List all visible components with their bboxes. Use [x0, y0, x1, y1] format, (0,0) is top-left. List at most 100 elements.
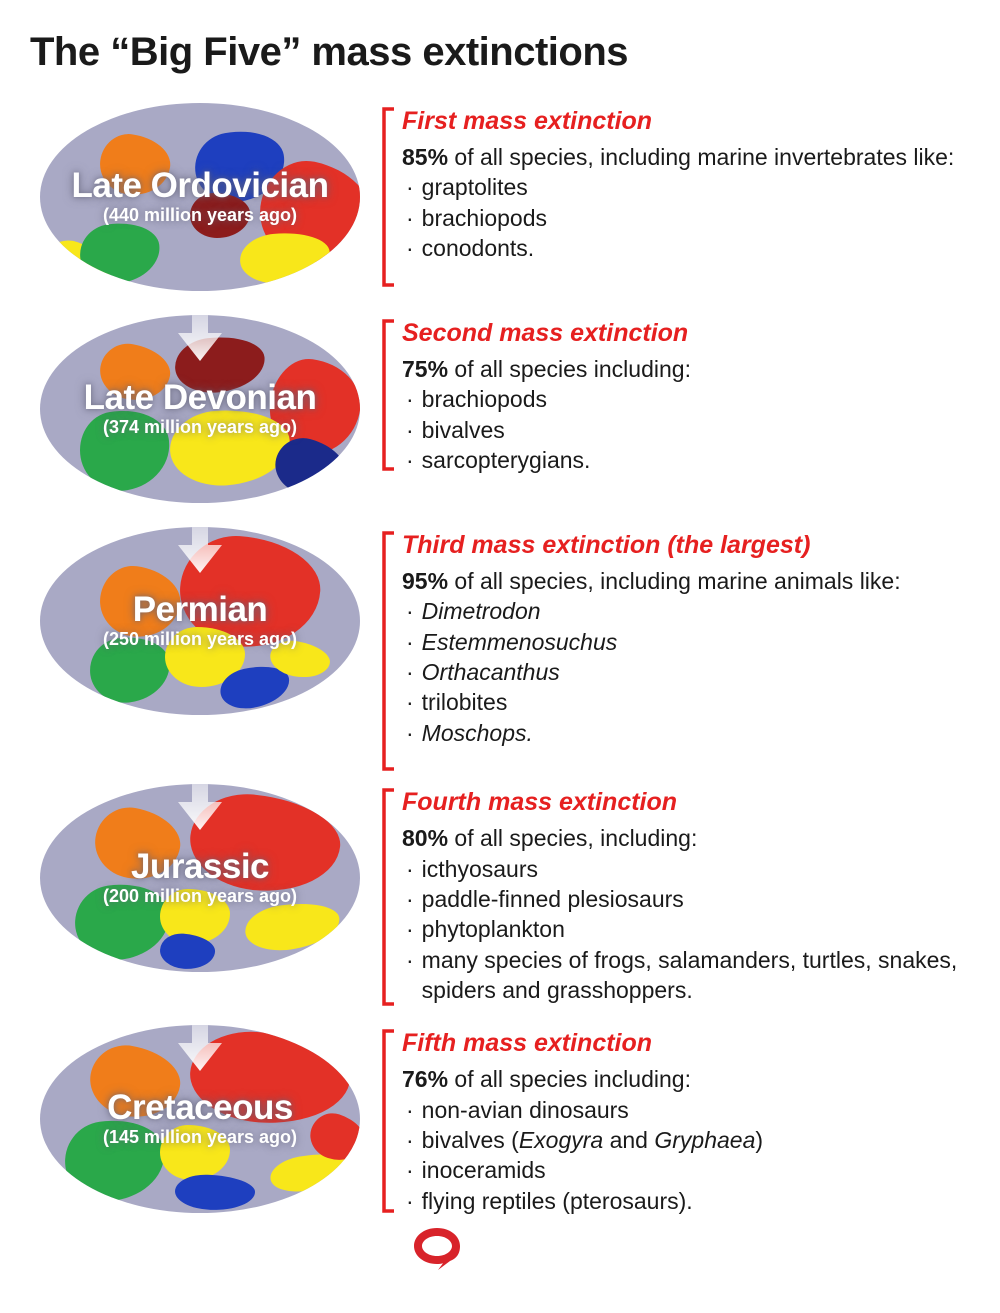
species-text: icthyosaurs	[422, 854, 970, 884]
globe-label: Late Ordovician(440 million years ago)	[40, 103, 360, 291]
bullet-icon: ·	[406, 627, 414, 657]
species-item: · graptolites	[406, 172, 970, 202]
globe-wrap: Cretaceous(145 million years ago)	[30, 1025, 370, 1213]
bullet-icon: ·	[406, 415, 414, 445]
species-item: · Dimetrodon	[406, 596, 970, 626]
era-age: (440 million years ago)	[103, 205, 297, 226]
globe: Jurassic(200 million years ago)	[40, 784, 360, 972]
globe: Late Ordovician(440 million years ago)	[40, 103, 360, 291]
species-text: paddle-finned plesiosaurs	[422, 884, 970, 914]
species-text: graptolites	[422, 172, 970, 202]
bullet-icon: ·	[406, 1125, 414, 1155]
species-text: brachiopods	[422, 384, 970, 414]
event-heading: First mass extinction	[402, 107, 970, 136]
event-description: 76% of all species including:	[402, 1064, 970, 1094]
down-arrow-icon	[178, 1025, 222, 1071]
species-item: · brachiopods	[406, 384, 970, 414]
era-age: (145 million years ago)	[103, 1127, 297, 1148]
event-heading: Third mass extinction (the largest)	[402, 531, 970, 560]
event-description: 95% of all species, including marine ani…	[402, 566, 970, 596]
species-text: phytoplankton	[422, 914, 970, 944]
bullet-icon: ·	[406, 657, 414, 687]
event-text: Fifth mass extinction 76% of all species …	[370, 1025, 970, 1216]
era-name: Late Devonian	[84, 380, 317, 415]
extinction-row: Permian(250 million years ago) Third mas…	[30, 527, 970, 748]
bullet-icon: ·	[406, 172, 414, 202]
event-heading: Fifth mass extinction	[402, 1029, 970, 1058]
extinction-percent: 75%	[402, 356, 448, 382]
species-item: ·bivalves (Exogyra and Gryphaea)	[406, 1125, 970, 1155]
species-list: · graptolites · brachiopods · conodonts.	[402, 172, 970, 263]
bullet-icon: ·	[406, 1186, 414, 1216]
species-text: Moschops.	[422, 718, 970, 748]
species-text: many species of frogs, salamanders, turt…	[422, 945, 970, 1006]
species-list: ·non-avian dinosaurs·bivalves (Exogyra a…	[402, 1095, 970, 1216]
event-text: First mass extinction 85% of all species,…	[370, 103, 970, 263]
bracket-icon	[380, 1029, 394, 1213]
bullet-icon: ·	[406, 945, 414, 1006]
event-description: 80% of all species, including:	[402, 823, 970, 853]
bullet-icon: ·	[406, 718, 414, 748]
species-item: · phytoplankton	[406, 914, 970, 944]
down-arrow-icon	[178, 784, 222, 830]
bracket-icon	[380, 107, 394, 287]
species-text: non-avian dinosaurs	[422, 1095, 970, 1125]
era-age: (374 million years ago)	[103, 417, 297, 438]
bullet-icon: ·	[406, 384, 414, 414]
bracket-icon	[380, 531, 394, 771]
bullet-icon: ·	[406, 914, 414, 944]
era-name: Jurassic	[131, 849, 269, 884]
event-text: Fourth mass extinction 80% of all species…	[370, 784, 970, 1005]
globe: Permian(250 million years ago)	[40, 527, 360, 715]
species-item: ·non-avian dinosaurs	[406, 1095, 970, 1125]
bullet-icon: ·	[406, 203, 414, 233]
extinction-row: Late Devonian(374 million years ago) Sec…	[30, 315, 970, 503]
species-list: · brachiopods · bivalves·sarcopterygians.	[402, 384, 970, 475]
era-age: (250 million years ago)	[103, 629, 297, 650]
page-title: The “Big Five” mass extinctions	[30, 30, 970, 75]
bullet-icon: ·	[406, 884, 414, 914]
extinction-percent: 76%	[402, 1066, 448, 1092]
species-item: · Estemmenosuchus	[406, 627, 970, 657]
species-text: Dimetrodon	[422, 596, 970, 626]
species-item: · bivalves	[406, 415, 970, 445]
species-text: inoceramids	[422, 1155, 970, 1185]
species-text: trilobites	[422, 687, 970, 717]
species-item: ·many species of frogs, salamanders, tur…	[406, 945, 970, 1006]
globe: Late Devonian(374 million years ago)	[40, 315, 360, 503]
species-item: ·sarcopterygians.	[406, 445, 970, 475]
era-name: Permian	[133, 592, 268, 627]
species-text: bivalves	[422, 415, 970, 445]
extinction-percent: 80%	[402, 825, 448, 851]
species-text: Orthacanthus	[422, 657, 970, 687]
bullet-icon: ·	[406, 1155, 414, 1185]
down-arrow-icon	[178, 315, 222, 361]
event-description: 85% of all species, including marine inv…	[402, 142, 970, 172]
event-heading: Fourth mass extinction	[402, 788, 970, 817]
species-item: · Moschops.	[406, 718, 970, 748]
species-item: ·icthyosaurs	[406, 854, 970, 884]
species-item: · inoceramids	[406, 1155, 970, 1185]
extinction-row: Jurassic(200 million years ago) Fourth m…	[30, 784, 970, 1005]
species-item: · Orthacanthus	[406, 657, 970, 687]
bullet-icon: ·	[406, 596, 414, 626]
speech-bubble-icon	[410, 1224, 970, 1270]
globe: Cretaceous(145 million years ago)	[40, 1025, 360, 1213]
species-text: conodonts.	[422, 233, 970, 263]
globe-wrap: Permian(250 million years ago)	[30, 527, 370, 715]
event-heading: Second mass extinction	[402, 319, 970, 348]
era-age: (200 million years ago)	[103, 886, 297, 907]
extinction-list: Late Ordovician(440 million years ago) F…	[30, 103, 970, 1216]
species-text: Estemmenosuchus	[422, 627, 970, 657]
species-item: · paddle-finned plesiosaurs	[406, 884, 970, 914]
bullet-icon: ·	[406, 233, 414, 263]
species-item: ·flying reptiles (pterosaurs).	[406, 1186, 970, 1216]
event-description: 75% of all species including:	[402, 354, 970, 384]
extinction-percent: 85%	[402, 144, 448, 170]
extinction-row: Late Ordovician(440 million years ago) F…	[30, 103, 970, 291]
species-list: ·icthyosaurs·paddle-finned plesiosaurs·p…	[402, 854, 970, 1006]
species-text: brachiopods	[422, 203, 970, 233]
bracket-icon	[380, 788, 394, 1006]
era-name: Cretaceous	[107, 1090, 293, 1125]
globe-wrap: Late Devonian(374 million years ago)	[30, 315, 370, 503]
